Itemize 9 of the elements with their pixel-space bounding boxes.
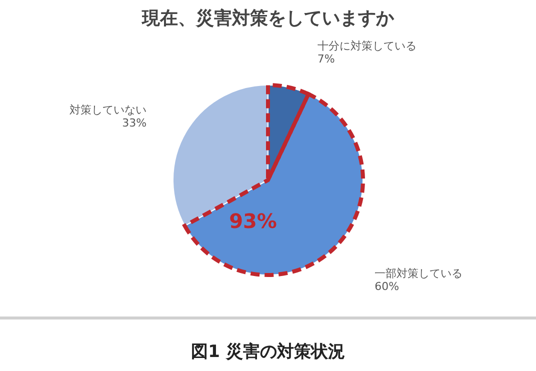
caption: 図1 災害の対策状況 — [191, 342, 345, 362]
chart-title: 現在、災害対策をしていますか — [141, 8, 395, 29]
slice-label: 十分に対策している — [317, 39, 416, 52]
data-label: 33% — [122, 116, 147, 130]
data-label: 7% — [317, 52, 335, 66]
data-label: 60% — [374, 280, 400, 293]
slice-label: 一部対策している — [374, 266, 463, 280]
slice-label: 対策していない — [70, 103, 147, 116]
text: 93% — [229, 209, 277, 233]
